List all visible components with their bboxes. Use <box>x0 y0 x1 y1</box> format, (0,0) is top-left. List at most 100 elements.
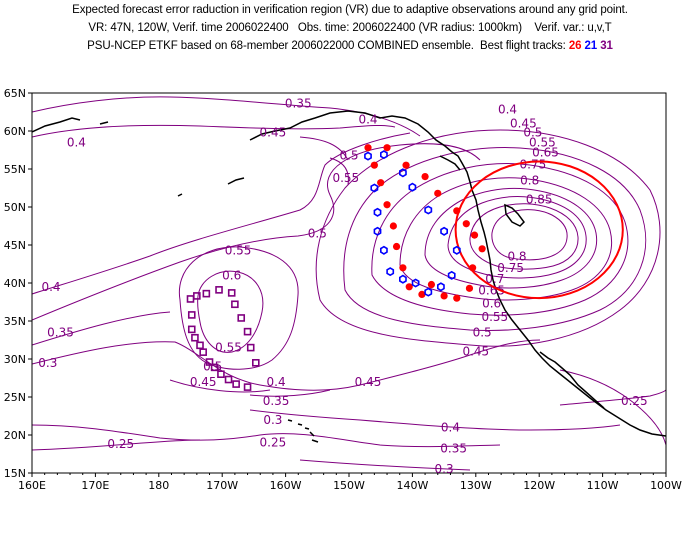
contour-label: 0.45 <box>260 126 287 140</box>
track-21-point <box>364 151 372 161</box>
track-31-point <box>193 292 201 300</box>
track-26-point <box>399 264 407 272</box>
contour-label: 0.5 <box>523 126 542 140</box>
lon-tick-label: 140W <box>396 479 428 492</box>
track-26-point <box>364 144 372 152</box>
contour-label: 0.35 <box>263 394 290 408</box>
contour-label: 0.55 <box>215 341 242 355</box>
track-26-legend: 26 <box>568 40 582 52</box>
coastlines <box>32 110 666 443</box>
track-21-point <box>373 207 382 217</box>
contour-line <box>424 187 598 289</box>
contour-line <box>249 409 621 431</box>
header-line-1: Expected forecast error raduction in ver… <box>72 4 628 16</box>
lon-tick-label: 170E <box>81 479 109 492</box>
track-31-point <box>199 348 207 356</box>
lat-tick-label: 65N <box>4 87 26 100</box>
contour-label: 0.5 <box>473 325 492 339</box>
lon-tick-label: 160W <box>270 479 302 492</box>
track-21-point <box>436 282 445 292</box>
contour-line <box>329 157 349 186</box>
coastline <box>227 177 245 185</box>
lat-tick-label: 55N <box>4 163 26 176</box>
contour-label: 0.65 <box>478 284 505 298</box>
track-31-point <box>217 370 225 379</box>
contour-label: 0.55 <box>529 135 556 149</box>
lon-tick-label: 150W <box>333 479 365 492</box>
contour-line <box>32 132 411 295</box>
lat-tick-label: 15N <box>4 467 26 480</box>
contour-line <box>299 459 471 471</box>
contour-label: 0.5 <box>308 227 327 241</box>
lat-tick-label: 25N <box>4 391 26 404</box>
contour-line <box>315 129 661 347</box>
chart-header: Expected forecast error raduction in ver… <box>0 0 700 70</box>
verification-region <box>454 160 624 300</box>
track-26-point <box>440 292 448 300</box>
contour-line <box>559 369 666 446</box>
contour-line <box>32 439 201 451</box>
contour-label: 0.3 <box>435 462 454 476</box>
contour-line <box>197 270 264 353</box>
lat-tick-label: 45N <box>4 239 26 252</box>
contour-lines <box>32 96 666 471</box>
track-26-point <box>389 222 397 230</box>
track-21-point <box>424 287 433 297</box>
coastline <box>32 117 81 133</box>
coastline <box>311 439 319 443</box>
track-21-point <box>398 168 407 178</box>
track-21-point <box>424 205 433 215</box>
lon-tick-label: 110W <box>587 479 619 492</box>
coastline <box>309 431 315 437</box>
coastline <box>287 419 293 422</box>
contour-label: 0.45 <box>462 344 489 358</box>
track-26-point <box>469 264 477 272</box>
contour-label: 0.35 <box>440 442 467 456</box>
track-26-point <box>377 179 385 187</box>
contour-label: 0.4 <box>41 280 60 294</box>
track-21-legend: 21 <box>584 40 598 52</box>
coastline <box>99 121 109 125</box>
header-line-2: VR: 47N, 120W, Verif. time 2006022400 Ob… <box>88 22 612 34</box>
header-line-3: PSU-NCEP ETKF based on 68-member 2006022… <box>0 40 700 52</box>
coastline <box>249 110 666 437</box>
contour-label: 0.35 <box>47 325 74 339</box>
track-21-point <box>370 183 379 193</box>
track-31-point <box>232 380 240 388</box>
verification-region-circle <box>454 160 624 300</box>
contour-line <box>299 136 349 161</box>
track-26-point <box>421 173 429 181</box>
track-31-point <box>202 289 211 298</box>
coastline <box>297 423 303 426</box>
lat-tick-label: 50N <box>4 201 26 214</box>
contour-label: 0.25 <box>107 437 134 451</box>
contour-label: 0.4 <box>498 103 517 117</box>
track-31-point <box>196 341 204 350</box>
track-31-point <box>186 295 195 303</box>
contour-labels: 0.350.40.40.450.50.550.40.450.50.550.650… <box>38 97 647 477</box>
contour-line <box>559 389 666 406</box>
track-31-point <box>227 289 236 297</box>
track-26-point <box>370 161 378 169</box>
lat-tick-label: 30N <box>4 353 26 366</box>
track-31-point <box>252 358 260 367</box>
track-26-point <box>453 294 461 302</box>
track-26-point <box>434 189 442 197</box>
track-21-point <box>386 267 395 277</box>
contour-label: 0.55 <box>481 310 508 324</box>
contour-label: 0.25 <box>260 436 287 450</box>
contour-label: 0.65 <box>532 145 559 159</box>
track-26-point <box>402 161 410 169</box>
contour-line <box>32 311 171 346</box>
contour-line <box>469 203 579 270</box>
lon-tick-label: 120W <box>523 479 555 492</box>
track-26-point <box>405 283 413 291</box>
track-26-point <box>453 207 461 215</box>
contour-line <box>178 246 299 370</box>
contour-label: 0.45 <box>190 375 217 389</box>
track-21-point <box>373 226 382 236</box>
track-31-point <box>224 375 233 384</box>
contour-label: 0.6 <box>482 297 501 311</box>
contour-line <box>169 379 271 393</box>
